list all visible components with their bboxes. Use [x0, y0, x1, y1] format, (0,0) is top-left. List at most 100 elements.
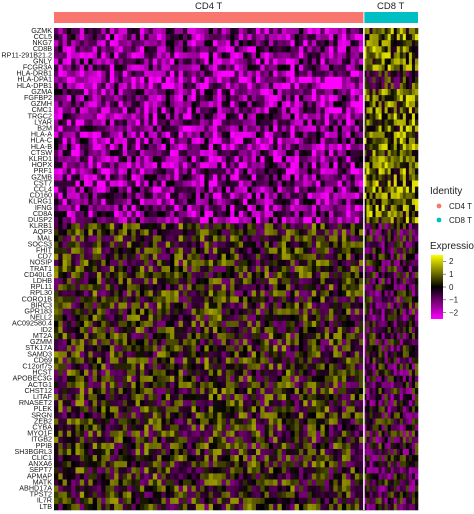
- heatmap-cell: [109, 107, 115, 114]
- heatmap-cell: [247, 296, 252, 303]
- heatmap-cell: [381, 162, 385, 169]
- heatmap-cell: [294, 168, 300, 175]
- heatmap-cell: [92, 278, 98, 285]
- heatmap-cell: [320, 314, 326, 322]
- heatmap-cell: [405, 357, 410, 364]
- heatmap-cell: [204, 186, 209, 194]
- heatmap-cell: [363, 265, 367, 273]
- heatmap-cell: [260, 235, 265, 242]
- heatmap-cell: [131, 82, 136, 90]
- heatmap-cell: [359, 186, 364, 194]
- heatmap-cell: [148, 339, 154, 346]
- heatmap-cell: [369, 302, 373, 309]
- heatmap-cell: [96, 320, 102, 328]
- heatmap-cell: [131, 339, 136, 346]
- heatmap-cell: [243, 229, 248, 236]
- heatmap-cell: [405, 113, 410, 120]
- heatmap-cell: [324, 296, 330, 303]
- heatmap-cell: [307, 107, 313, 114]
- heatmap-cell: [396, 217, 401, 224]
- heatmap-cell: [152, 223, 158, 230]
- heatmap-cell: [135, 235, 141, 242]
- heatmap-cell: [238, 137, 244, 145]
- heatmap-cell: [62, 302, 68, 309]
- heatmap-cell: [303, 52, 308, 59]
- heatmap-cell: [414, 119, 419, 126]
- heatmap-cell: [127, 137, 132, 145]
- heatmap-cell: [390, 235, 395, 242]
- heatmap-cell: [281, 180, 287, 187]
- heatmap-cell: [208, 357, 214, 364]
- heatmap-cell: [396, 265, 401, 273]
- heatmap-cell: [264, 28, 270, 35]
- heatmap-cell: [337, 308, 343, 316]
- heatmap-cell: [96, 223, 102, 230]
- heatmap-cell: [96, 125, 102, 133]
- heatmap-cell: [378, 217, 382, 224]
- heatmap-cell: [161, 314, 167, 322]
- heatmap-cell: [161, 247, 167, 255]
- heatmap-cell: [329, 229, 334, 236]
- heatmap-cell: [366, 150, 370, 157]
- heatmap-cell: [408, 241, 413, 248]
- heatmap-cell: [109, 168, 115, 175]
- heatmap-cell: [213, 143, 218, 151]
- heatmap-cell: [131, 52, 136, 59]
- heatmap-cell: [311, 174, 317, 181]
- heatmap-cell: [71, 76, 76, 84]
- heatmap-cell: [131, 64, 136, 72]
- heatmap-cell: [221, 204, 227, 212]
- heatmap-cell: [152, 192, 158, 200]
- heatmap-cell: [217, 326, 222, 334]
- heatmap-cell: [346, 198, 351, 206]
- heatmap-cell: [230, 150, 235, 157]
- heatmap-cell: [387, 180, 391, 187]
- heatmap-cell: [390, 278, 395, 285]
- heatmap-cell: [88, 217, 93, 224]
- heatmap-cell: [54, 265, 59, 273]
- heatmap-cell: [247, 235, 252, 242]
- heatmap-cell: [354, 229, 360, 236]
- heatmap-cell: [54, 76, 59, 84]
- heatmap-cell: [273, 174, 278, 181]
- heatmap-cell: [264, 259, 270, 267]
- heatmap-cell: [217, 211, 222, 218]
- heatmap-cell: [225, 192, 231, 200]
- heatmap-cell: [303, 168, 308, 175]
- heatmap-cell: [354, 272, 360, 279]
- heatmap-cell: [320, 150, 326, 157]
- heatmap-cell: [402, 192, 407, 200]
- heatmap-cell: [122, 198, 128, 206]
- heatmap-cell: [122, 241, 128, 248]
- heatmap-cell: [359, 119, 364, 126]
- heatmap-cell: [337, 357, 343, 364]
- heatmap-cell: [161, 131, 167, 139]
- heatmap-cell: [251, 150, 257, 157]
- heatmap-cell: [92, 46, 98, 53]
- heatmap-cell: [316, 70, 321, 78]
- heatmap-cell: [217, 150, 222, 157]
- heatmap-cell: [195, 64, 201, 72]
- heatmap-cell: [182, 272, 188, 279]
- heatmap-cell: [393, 174, 398, 181]
- heatmap-cell: [387, 162, 391, 169]
- heatmap-cell: [213, 95, 218, 102]
- heatmap-cell: [320, 156, 326, 163]
- heatmap-cell: [208, 345, 214, 352]
- heatmap-cell: [148, 314, 154, 322]
- heatmap-cell: [251, 131, 257, 139]
- heatmap-cell: [298, 229, 304, 236]
- heatmap-cell: [320, 113, 326, 120]
- heatmap-cell: [79, 229, 85, 236]
- heatmap-cell: [200, 174, 205, 181]
- heatmap-cell: [131, 259, 136, 267]
- heatmap-cell: [333, 308, 338, 316]
- heatmap-cell: [273, 58, 278, 65]
- heatmap-cell: [79, 150, 85, 157]
- heatmap-cell: [286, 326, 291, 334]
- heatmap-cell: [84, 168, 89, 175]
- heatmap-cell: [71, 326, 76, 334]
- heatmap-cell: [208, 326, 214, 334]
- heatmap-cell: [66, 150, 72, 157]
- heatmap-cell: [191, 113, 197, 120]
